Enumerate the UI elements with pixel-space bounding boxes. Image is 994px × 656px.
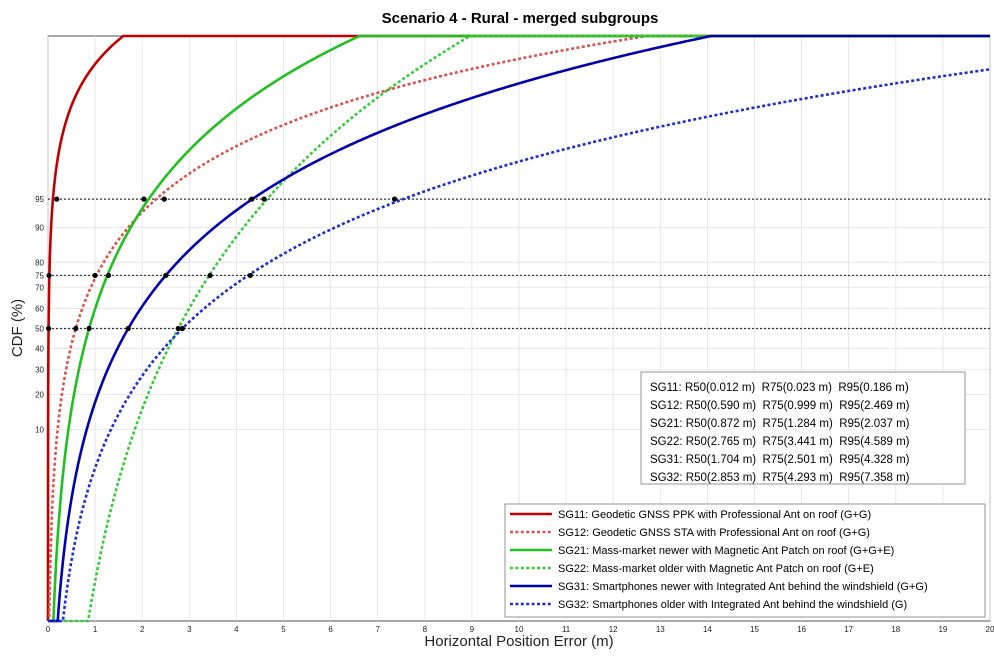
stats-line: SG22: R50(2.765 m) R75(3.441 m) R95(4.58… xyxy=(650,436,910,448)
series-curve-sg21 xyxy=(48,34,990,623)
percentile-marker xyxy=(73,325,79,332)
y-tick-label: 40 xyxy=(35,344,44,353)
x-tick-label: 19 xyxy=(938,625,947,634)
x-tick-label: 16 xyxy=(797,625,806,634)
percentile-marker xyxy=(92,272,98,279)
x-tick-label: 4 xyxy=(234,625,239,634)
stats-box-frame xyxy=(640,371,966,485)
percentile-marker xyxy=(207,272,213,279)
x-tick-label: 20 xyxy=(986,625,994,634)
y-axis-label: CDF (%) xyxy=(9,299,26,357)
reference-lines xyxy=(48,198,990,330)
x-tick-label: 6 xyxy=(328,625,333,634)
stats-line: SG11: R50(0.012 m) R75(0.023 m) R95(0.18… xyxy=(650,382,909,394)
x-tick-label: 10 xyxy=(515,625,524,634)
y-tick-label: 95 xyxy=(35,195,44,204)
y-tick-label: 75 xyxy=(35,271,44,280)
legend-entry: SG32: Smartphones older with Integrated … xyxy=(558,599,907,611)
x-tick-label: 12 xyxy=(609,625,618,634)
x-tick-label: 18 xyxy=(891,625,900,634)
percentile-marker xyxy=(125,325,131,332)
series-curve-sg31 xyxy=(48,34,990,623)
stats-box: SG11: R50(0.012 m) R75(0.023 m) R95(0.18… xyxy=(640,371,966,485)
legend-entry: SG11: Geodetic GNSS PPK with Professiona… xyxy=(558,509,871,521)
x-tick-label: 3 xyxy=(187,625,192,634)
percentile-marker xyxy=(86,325,92,332)
stats-line: SG31: R50(1.704 m) R75(2.501 m) R95(4.32… xyxy=(650,454,910,466)
y-tick-label: 10 xyxy=(35,425,44,434)
series-curve-sg32 xyxy=(48,68,991,623)
stats-line: SG32: R50(2.853 m) R75(4.293 m) R95(7.35… xyxy=(650,472,910,484)
x-tick-label: 13 xyxy=(656,625,665,634)
percentile-marker xyxy=(46,272,52,279)
percentile-marker xyxy=(391,196,398,202)
y-tick-labels: 1020304050607075809095100 xyxy=(35,195,44,434)
x-tick-label: 15 xyxy=(750,625,759,634)
y-tick-label: 60 xyxy=(35,305,44,314)
x-tick-label: 8 xyxy=(423,625,428,634)
x-tick-labels: 0 1 2 3 4 5 6 7 8 9 10 11 12 13 14 15 16 17 18 19 20 xyxy=(46,625,994,634)
percentile-marker xyxy=(175,325,181,332)
percentile-marker xyxy=(249,196,255,202)
x-tick-label: 1 xyxy=(93,625,98,634)
percentile-marker xyxy=(161,196,167,202)
y-tick-label: 20 xyxy=(35,391,44,400)
percentile-marker xyxy=(163,272,169,279)
x-tick-label: 9 xyxy=(470,625,475,634)
stats-line: SG21: R50(0.872 m) R75(1.284 m) R95(2.03… xyxy=(650,418,910,430)
legend-frame xyxy=(504,503,986,618)
legend: SG11: Geodetic GNSS PPK with Professiona… xyxy=(504,503,986,618)
x-tick-label: 17 xyxy=(844,625,853,634)
x-tick-label: 7 xyxy=(375,625,380,634)
y-tick-label: 30 xyxy=(35,366,44,375)
percentile-marker xyxy=(179,325,185,332)
chart-title: Scenario 4 - Rural - merged subgroups xyxy=(382,10,659,27)
y-tick-label: 80 xyxy=(35,258,44,267)
percentile-markers xyxy=(45,196,398,332)
x-tick-label: 11 xyxy=(562,625,571,634)
x-tick-label: 14 xyxy=(703,625,712,634)
percentile-marker xyxy=(141,196,147,202)
stats-line: SG12: R50(0.590 m) R75(0.999 m) R95(2.46… xyxy=(650,400,910,412)
legend-entry: SG22: Mass-market older with Magnetic An… xyxy=(558,563,874,575)
y-tick-label: 70 xyxy=(35,283,44,292)
y-tick-label: 90 xyxy=(35,224,44,233)
percentile-marker xyxy=(54,196,60,202)
percentile-marker xyxy=(45,325,52,332)
percentile-marker xyxy=(247,272,253,279)
x-tick-label: 5 xyxy=(281,625,286,634)
x-tick-label: 2 xyxy=(140,625,145,634)
percentile-marker xyxy=(261,196,267,202)
legend-entry: SG31: Smartphones newer with Integrated … xyxy=(558,581,928,593)
legend-entry: SG21: Mass-market newer with Magnetic An… xyxy=(558,545,894,557)
y-tick-label: 50 xyxy=(35,325,44,334)
legend-entry: SG12: Geodetic GNSS STA with Professiona… xyxy=(558,527,870,539)
series-curve-sg12 xyxy=(47,34,990,623)
x-tick-label: 0 xyxy=(46,625,51,634)
series-curves xyxy=(46,34,991,623)
percentile-marker xyxy=(105,272,112,279)
x-axis-label: Horizontal Position Error (m) xyxy=(424,633,613,650)
